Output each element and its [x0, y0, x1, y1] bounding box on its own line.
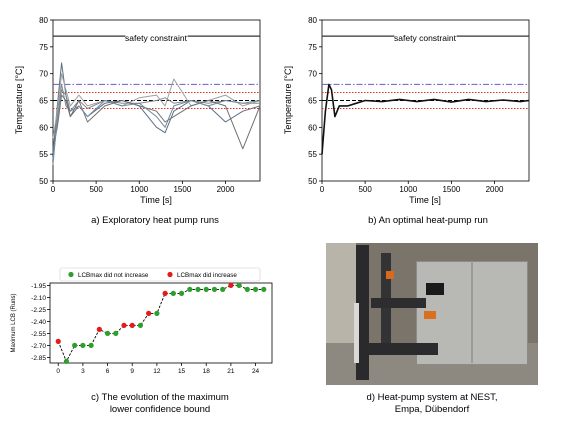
panel-a-x-tick-label: 1500 [173, 185, 191, 194]
panel-b-x-tick-label: 2000 [486, 185, 504, 194]
panel-c-x-tick-label: 9 [130, 368, 134, 375]
panel-c-x-tick-label: 3 [81, 368, 85, 375]
panel-a-y-tick-label: 60 [39, 123, 48, 132]
panel-a-x-tick-label: 500 [89, 185, 103, 194]
panel-b-x-tick-label: 500 [358, 185, 372, 194]
panel-c-point [154, 310, 160, 316]
panel-c-x-tick-label: 24 [252, 368, 260, 375]
panel-b-x-tick-label: 1000 [399, 185, 417, 194]
panel-c-point [113, 330, 119, 336]
heat-pump-photo [326, 243, 538, 385]
panel-c-legend [59, 267, 261, 282]
legend-green-marker [68, 271, 74, 278]
panel-c-caption-1: c) The evolution of the maximum [91, 392, 229, 403]
panel-c-point [137, 322, 144, 328]
panel-c-point [252, 286, 259, 292]
panel-c-point [162, 290, 168, 296]
panel-c-point [220, 286, 226, 292]
panel-c-point [261, 286, 267, 292]
legend-red-marker [167, 271, 173, 278]
panel-b-series-line [321, 83, 530, 155]
panel-c-point [203, 286, 209, 292]
panel-b-y-label: Temperature [°C] [283, 66, 293, 134]
panel-c-frame [49, 282, 273, 364]
panel-b-y-tick-label: 55 [308, 150, 317, 159]
panel-c-x-tick-label: 6 [106, 368, 110, 375]
panel-a-y-label: Temperature [°C] [14, 66, 24, 134]
panel-c-x-tick-label: 21 [227, 368, 235, 375]
panel-a-y-tick-label: 55 [39, 150, 48, 159]
panel-b-y-tick-label: 65 [308, 97, 317, 106]
legend-red-label: LCBmax did increase [177, 272, 237, 279]
panel-c-x-tick-label: 12 [153, 368, 161, 375]
panel-c-point [96, 326, 102, 332]
panel-a-y-tick-label: 65 [39, 97, 48, 106]
panel-a-y-tick-label: 50 [39, 177, 48, 186]
panel-d-caption-1: d) Heat-pump system at NEST, [366, 392, 498, 403]
panel-a-y-tick-label: 80 [39, 16, 48, 25]
panel-b-safety-label: safety constraint [394, 33, 457, 43]
panel-a-series-line [52, 89, 261, 160]
panel-b-x-tick-label: 0 [320, 185, 325, 194]
panel-a-y-tick-label: 70 [39, 70, 48, 79]
panel-a-caption: a) Exploratory heat pump runs [91, 215, 219, 226]
panel-c-point [146, 310, 152, 316]
panel-b-x-tick-label: 1500 [442, 185, 460, 194]
panel-c-x-tick-label: 18 [203, 368, 211, 375]
panel-b-caption: b) An optimal heat-pump run [368, 215, 488, 226]
panel-c-x-tick-label: 15 [178, 368, 186, 375]
panel-c-y-tick-label: -2.55 [31, 331, 46, 338]
panel-c-point [236, 282, 242, 288]
panel-c-y-tick-label: -2.25 [31, 307, 46, 314]
panel-c-y-tick-label: -2.70 [31, 343, 46, 350]
panel-b-y-tick-label: 50 [308, 177, 317, 186]
panel-b: 0 500 1000 1500 2000 50 55 60 65 70 75 80 safety co… [283, 16, 530, 205]
panel-a-series-line [52, 73, 261, 139]
panel-a-x-tick-label: 1000 [130, 185, 148, 194]
panel-c-point [129, 322, 135, 328]
panel-c-point [72, 342, 78, 348]
panel-a-series-line [52, 94, 261, 150]
panel-a-x-label: Time [s] [140, 195, 172, 205]
panel-c-point [55, 338, 61, 344]
panel-c-caption-2: lower confidence bound [109, 404, 211, 415]
panel-c-point [170, 290, 176, 296]
panel-c-series-line [57, 284, 264, 363]
panel-c-point [228, 282, 234, 288]
panel-c-point [244, 286, 250, 292]
panel-c-point [187, 286, 193, 292]
panel-c: 0 3 6 9 12 15 18 21 24 -1.95 -2.10 -2.25 -2.40 -2.55 -… [11, 267, 273, 375]
panel-a-x-tick-label: 0 [51, 185, 56, 194]
panel-c-y-tick-label: -1.95 [31, 283, 46, 290]
panel-b-y-tick-label: 75 [308, 43, 317, 52]
panel-b-x-label: Time [s] [409, 195, 441, 205]
panel-c-point [121, 322, 127, 328]
panel-d-caption-2: Empa, Dübendorf [394, 404, 470, 415]
panel-c-y-label: Maximum LCB (Runs) [11, 293, 17, 352]
panel-a-safety-label: safety constraint [125, 33, 188, 43]
legend-green-label: LCBmax did not increase [78, 272, 149, 279]
panel-c-y-tick-label: -2.40 [31, 319, 46, 326]
panel-a: 0 500 1000 1500 2000 50 55 60 65 70 75 80 safety co… [14, 16, 261, 205]
panel-b-y-tick-label: 60 [308, 123, 317, 132]
panel-c-x-tick-label: 0 [56, 368, 60, 375]
panel-b-y-tick-label: 70 [308, 70, 317, 79]
panel-c-point [211, 286, 218, 292]
panel-b-y-tick-label: 80 [308, 16, 317, 25]
panel-c-point [63, 358, 70, 364]
panel-c-point [178, 290, 185, 296]
panel-a-x-tick-label: 2000 [217, 185, 235, 194]
panel-a-y-tick-label: 75 [39, 43, 48, 52]
panel-c-y-tick-label: -2.85 [31, 355, 46, 362]
panel-a-series-line [52, 83, 260, 165]
panel-c-point [80, 342, 86, 348]
panel-c-point [104, 330, 111, 336]
panel-c-point [88, 342, 94, 348]
panel-c-y-tick-label: -2.10 [31, 295, 46, 302]
panel-c-point [195, 286, 201, 292]
